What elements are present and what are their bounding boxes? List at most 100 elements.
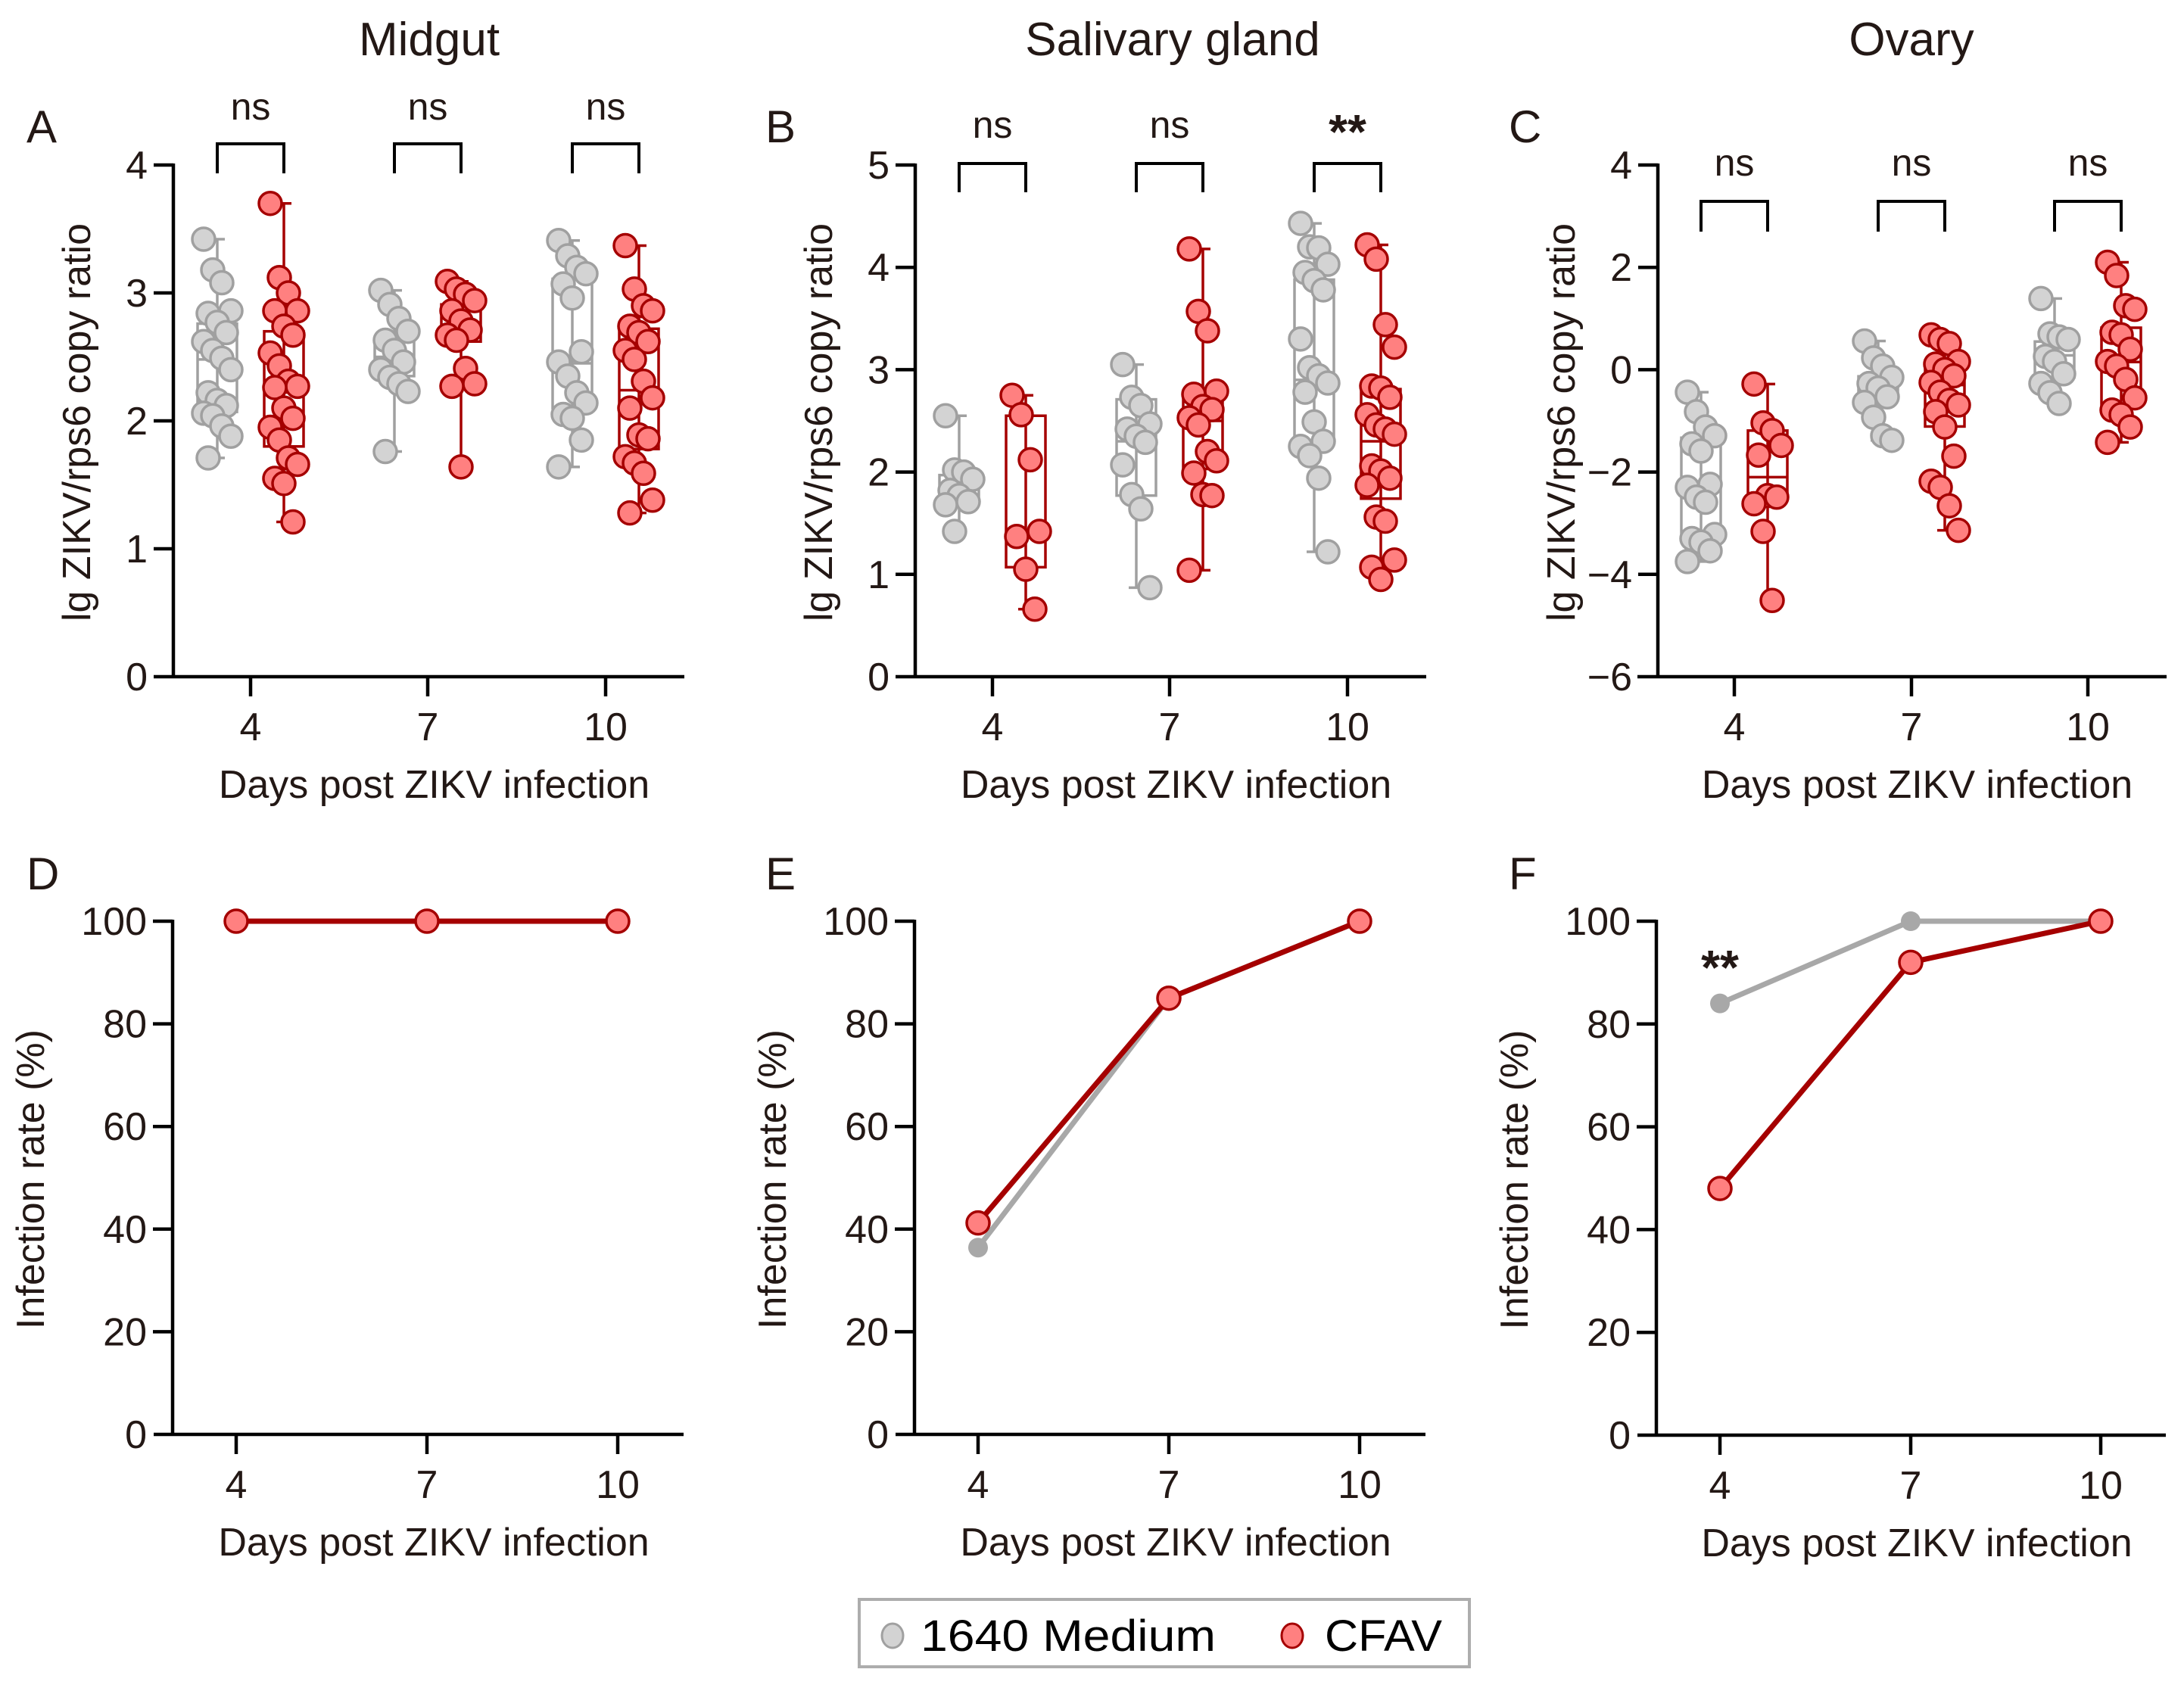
- y-tick-label: 0: [125, 1413, 147, 1457]
- data-point: [617, 500, 643, 526]
- panel-d: D 0 20 40 60 80 100 4 7 10 Days post ZIKV infectio…: [9, 849, 684, 1565]
- box-group-cfav: [1176, 236, 1229, 584]
- y-tick-label: 0: [1609, 1414, 1631, 1458]
- panel-letter: E: [765, 849, 796, 899]
- y-tick-label: 80: [845, 1003, 889, 1047]
- data-point: [1372, 312, 1398, 338]
- y-tick-label: 3: [126, 272, 148, 316]
- y-tick-label: 4: [868, 246, 889, 290]
- box-group-cfav: [1354, 232, 1407, 593]
- data-point: [933, 403, 958, 428]
- x-tick-label: 4: [1709, 1464, 1731, 1508]
- data-point: [1382, 547, 1407, 573]
- data-point: [640, 385, 665, 411]
- panel-letter: F: [1509, 849, 1537, 899]
- y-tick-label: 4: [1610, 144, 1632, 188]
- data-point: [635, 329, 661, 354]
- data-point: [1137, 575, 1163, 601]
- significance-label: ns: [1150, 104, 1190, 146]
- series-line-cfav: [976, 918, 1361, 1225]
- data-point: [448, 454, 474, 480]
- y-tick-label: 80: [103, 1003, 147, 1047]
- data-point: [622, 347, 647, 372]
- data-point: [2117, 336, 2143, 363]
- data-point: [1315, 539, 1341, 565]
- box-group-cfav: [435, 269, 488, 480]
- data-point: [1764, 484, 1790, 510]
- y-tick-label: 60: [103, 1105, 147, 1149]
- x-tick-label: 7: [1158, 1463, 1180, 1507]
- y-tick-label: 3: [868, 348, 889, 392]
- y-tick-label: 80: [1587, 1003, 1631, 1047]
- y-tick-label: −4: [1587, 553, 1632, 597]
- data-point-cfav: [223, 908, 249, 934]
- data-point: [218, 423, 244, 450]
- y-tick-label: 20: [103, 1310, 147, 1354]
- significance-bracket: [1700, 200, 1769, 232]
- data-point: [257, 190, 283, 216]
- data-point: [1133, 429, 1158, 456]
- x-tick-label: 7: [1901, 705, 1923, 749]
- x-tick-label: 7: [1159, 705, 1181, 749]
- data-point: [1013, 556, 1039, 582]
- data-point: [395, 318, 421, 344]
- panel-letter: D: [26, 849, 59, 899]
- box-group-cfav: [1741, 371, 1794, 614]
- significance-label: ns: [586, 86, 626, 128]
- data-point: [285, 373, 310, 400]
- data-point: [2095, 429, 2120, 456]
- data-point: [1697, 537, 1723, 564]
- legend-box: [858, 1598, 1471, 1668]
- data-point: [1027, 519, 1052, 544]
- data-point: [1741, 490, 1767, 517]
- data-point: [395, 378, 421, 404]
- column-title-salivary-gland: Salivary gland: [1025, 14, 1319, 66]
- data-point: [1128, 496, 1154, 522]
- legend-label-medium: 1640 Medium: [921, 1612, 1216, 1661]
- y-tick-label: 0: [126, 656, 148, 699]
- data-point: [462, 288, 488, 313]
- data-point: [1363, 246, 1389, 272]
- data-point: [1768, 432, 1794, 459]
- data-point: [285, 451, 310, 478]
- y-axis-label: Infection rate (%): [751, 1029, 795, 1329]
- data-point: [1022, 596, 1048, 622]
- significance-label: ns: [408, 86, 448, 128]
- x-axis-label: Days post ZIKV infection: [218, 1521, 649, 1565]
- box-group-medium: [1288, 210, 1341, 565]
- y-axis-label: Infection rate (%): [1493, 1030, 1537, 1330]
- x-axis-label: Days post ZIKV infection: [1701, 1521, 2132, 1565]
- significance-label: **: [1329, 104, 1366, 159]
- data-point: [1185, 412, 1211, 438]
- y-tick-label: 60: [1587, 1106, 1631, 1150]
- data-point: [612, 232, 638, 259]
- box-group-medium: [1675, 379, 1728, 575]
- x-tick-label: 7: [416, 1463, 438, 1507]
- data-point: [2122, 296, 2148, 322]
- y-tick-label: 2: [126, 400, 148, 444]
- data-point: [933, 492, 958, 518]
- box-group-cfav: [999, 382, 1052, 622]
- data-point: [573, 260, 599, 287]
- data-point-cfav: [605, 908, 631, 934]
- y-tick-label: 0: [867, 1413, 889, 1457]
- box-group-cfav: [257, 190, 310, 535]
- data-point: [1292, 379, 1318, 405]
- significance-bracket: [216, 142, 285, 173]
- panel-e: E 0 20 40 60 80 100 4 7 10 Days post ZIKV infectio…: [751, 849, 1425, 1565]
- data-point: [1315, 251, 1341, 277]
- data-point: [280, 322, 306, 348]
- significance-bracket: [1135, 162, 1204, 192]
- data-point: [1181, 460, 1207, 486]
- significance-label: ns: [973, 104, 1013, 146]
- data-point: [1746, 442, 1771, 469]
- data-point: [2051, 361, 2077, 387]
- data-point: [631, 460, 656, 487]
- data-point: [1315, 370, 1341, 396]
- data-point: [218, 357, 244, 383]
- box-group-cfav: [2095, 249, 2148, 456]
- data-point: [2046, 391, 2072, 416]
- y-tick-label: 40: [103, 1208, 147, 1252]
- legend-marker-cfav-icon: [1280, 1622, 1304, 1649]
